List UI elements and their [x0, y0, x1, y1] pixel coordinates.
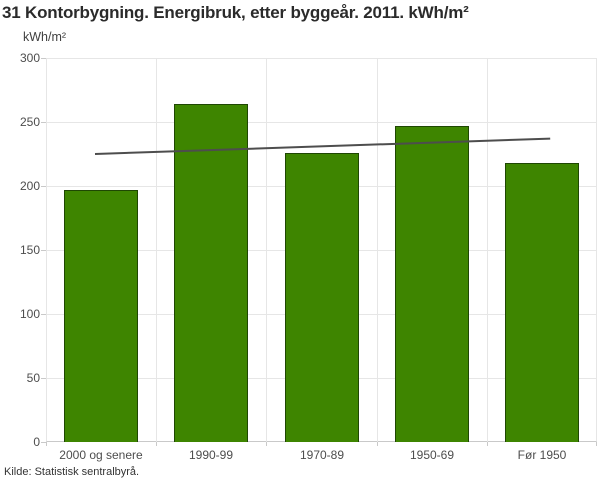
x-tick-mark — [596, 442, 597, 446]
y-tick-mark — [41, 442, 46, 443]
x-tick-mark — [487, 442, 488, 446]
y-tick-mark — [41, 314, 46, 315]
bar-1950-69 — [395, 126, 469, 442]
bar-f-r-1950 — [505, 163, 579, 442]
x-gridline — [487, 58, 488, 442]
y-tick-mark — [41, 378, 46, 379]
x-gridline — [156, 58, 157, 442]
x-tick-mark — [46, 442, 47, 446]
chart-title: 31 Kontorbygning. Energibruk, etter bygg… — [2, 3, 469, 22]
bar-2000-og-senere — [64, 190, 138, 442]
x-tick-mark — [377, 442, 378, 446]
y-axis-unit-label: kWh/m² — [23, 30, 67, 44]
y-tick-label: 250 — [19, 115, 40, 129]
y-tick-label: 150 — [19, 243, 40, 257]
y-tick-label: 100 — [19, 307, 40, 321]
bar-1970-89 — [285, 153, 359, 442]
x-category-label: Før 1950 — [517, 448, 567, 462]
y-tick-mark — [41, 250, 46, 251]
bar-1990-99 — [174, 104, 248, 442]
y-tick-label: 50 — [26, 371, 40, 385]
bar-chart: 0 50 100 150 200 250 300 2000 og senere 1990-99… — [20, 51, 597, 462]
x-gridline — [266, 58, 267, 442]
x-tick-mark — [156, 442, 157, 446]
source-note: Kilde: Statistisk sentralbyrå. — [4, 466, 140, 478]
x-category-label: 1990-99 — [188, 448, 234, 462]
y-tick-mark — [41, 58, 46, 59]
y-tick-label: 200 — [19, 179, 40, 193]
y-tick-label: 300 — [19, 51, 40, 65]
x-category-label: 2000 og senere — [59, 448, 143, 462]
y-tick-mark — [41, 186, 46, 187]
x-tick-mark — [266, 442, 267, 446]
x-category-label: 1950-69 — [409, 448, 455, 462]
y-tick-mark — [41, 122, 46, 123]
x-category-label: 1970-89 — [299, 448, 345, 462]
x-gridline — [377, 58, 378, 442]
y-tick-label: 0 — [33, 435, 40, 449]
y-gridline — [46, 122, 597, 123]
